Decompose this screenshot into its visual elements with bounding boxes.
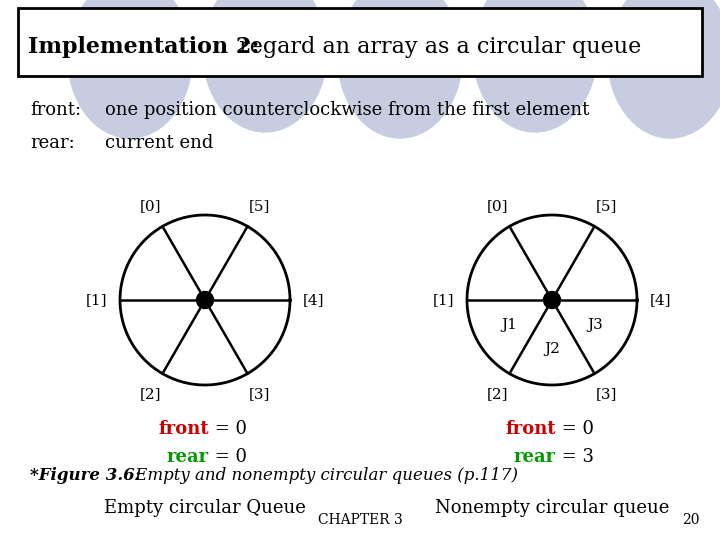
FancyBboxPatch shape bbox=[18, 8, 702, 76]
Text: [5]: [5] bbox=[248, 199, 270, 213]
Text: J2: J2 bbox=[544, 342, 560, 356]
Text: 20: 20 bbox=[683, 513, 700, 527]
Text: = 0: = 0 bbox=[209, 448, 247, 466]
Text: J3: J3 bbox=[587, 318, 603, 332]
Ellipse shape bbox=[68, 0, 192, 138]
Text: = 0: = 0 bbox=[556, 420, 594, 438]
Text: Empty circular Queue: Empty circular Queue bbox=[104, 500, 306, 517]
Text: [0]: [0] bbox=[140, 199, 161, 213]
Text: CHAPTER 3: CHAPTER 3 bbox=[318, 513, 402, 527]
Text: = 0: = 0 bbox=[209, 420, 247, 438]
Text: Empty and nonempty circular queues (p.117): Empty and nonempty circular queues (p.11… bbox=[130, 467, 518, 483]
Text: [3]: [3] bbox=[595, 387, 617, 401]
Text: Implementation 2:: Implementation 2: bbox=[28, 36, 259, 58]
Text: [1]: [1] bbox=[433, 293, 454, 307]
Text: [0]: [0] bbox=[487, 199, 508, 213]
Text: front: front bbox=[505, 420, 556, 438]
Text: [2]: [2] bbox=[140, 387, 161, 401]
Text: rear:: rear: bbox=[30, 134, 75, 152]
Ellipse shape bbox=[608, 0, 720, 138]
Text: = 3: = 3 bbox=[556, 448, 594, 466]
Text: regard an array as a circular queue: regard an array as a circular queue bbox=[232, 36, 642, 58]
Text: [3]: [3] bbox=[248, 387, 270, 401]
Text: rear: rear bbox=[514, 448, 556, 466]
Ellipse shape bbox=[473, 0, 597, 132]
Text: *Figure 3.6:: *Figure 3.6: bbox=[30, 467, 141, 483]
Ellipse shape bbox=[203, 0, 327, 132]
Text: front: front bbox=[158, 420, 209, 438]
Circle shape bbox=[544, 292, 560, 308]
Text: one position counterclockwise from the first element: one position counterclockwise from the f… bbox=[105, 101, 590, 119]
Text: Nonempty circular queue: Nonempty circular queue bbox=[435, 500, 669, 517]
Text: [4]: [4] bbox=[650, 293, 672, 307]
Text: [4]: [4] bbox=[303, 293, 325, 307]
Text: [2]: [2] bbox=[487, 387, 508, 401]
Text: J1: J1 bbox=[501, 318, 517, 332]
Text: [1]: [1] bbox=[86, 293, 107, 307]
Text: current end: current end bbox=[105, 134, 213, 152]
Text: rear: rear bbox=[167, 448, 209, 466]
Text: [5]: [5] bbox=[595, 199, 617, 213]
Circle shape bbox=[197, 292, 214, 308]
Ellipse shape bbox=[338, 0, 462, 138]
Text: front:: front: bbox=[30, 101, 81, 119]
